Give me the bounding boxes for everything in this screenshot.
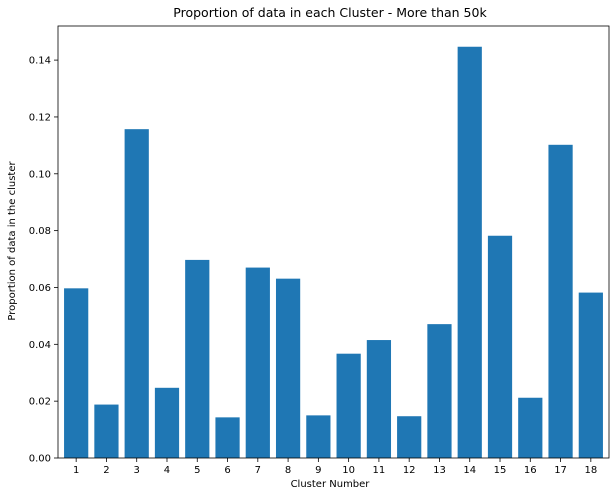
bar-14 (457, 46, 482, 458)
y-tick-label: 0.00 (29, 454, 51, 465)
bar-6 (215, 417, 240, 458)
x-tick-label: 4 (164, 465, 170, 476)
x-tick-label: 12 (403, 465, 416, 476)
y-tick-label: 0.14 (29, 56, 51, 67)
bar-13 (427, 324, 452, 458)
x-tick-label: 15 (494, 465, 507, 476)
bar-15 (487, 235, 513, 458)
y-axis-ticks: 0.00 0.02 0.04 0.06 0.08 0.10 0.12 0.14 (29, 56, 58, 465)
y-tick-label: 0.06 (29, 283, 51, 294)
y-tick-label: 0.10 (29, 169, 51, 180)
bar-2 (94, 404, 119, 458)
chart-title: Proportion of data in each Cluster - Mor… (173, 5, 487, 20)
bar-9 (306, 415, 331, 458)
bar-7 (245, 267, 270, 458)
x-tick-label: 17 (554, 465, 567, 476)
bar-16 (518, 397, 543, 458)
bar-1 (64, 288, 89, 458)
x-tick-label: 5 (194, 465, 200, 476)
x-tick-label: 2 (103, 465, 109, 476)
x-tick-label: 8 (285, 465, 291, 476)
y-axis-label: Proportion of data in the cluster (7, 161, 18, 321)
bar-10 (336, 353, 361, 458)
x-tick-label: 14 (463, 465, 476, 476)
y-tick-label: 0.12 (29, 112, 51, 123)
y-tick-label: 0.08 (29, 226, 51, 237)
bar-11 (366, 340, 392, 458)
x-tick-label: 3 (134, 465, 140, 476)
y-tick-label: 0.04 (29, 340, 51, 351)
bar-4 (154, 387, 180, 458)
x-tick-label: 11 (373, 465, 386, 476)
x-tick-label: 13 (433, 465, 446, 476)
bar-8 (275, 278, 301, 458)
x-axis-ticks: 1 2 3 4 5 6 7 8 9 10 11 12 13 14 15 16 17 18 (73, 458, 597, 476)
bar-5 (185, 259, 210, 458)
bar-3 (124, 129, 149, 458)
x-tick-label: 16 (524, 465, 537, 476)
bar-18 (578, 292, 603, 458)
x-tick-label: 10 (342, 465, 355, 476)
x-tick-label: 7 (255, 465, 261, 476)
y-tick-label: 0.02 (29, 397, 51, 408)
plot-frame (57, 25, 610, 459)
x-tick-label: 9 (315, 465, 321, 476)
x-tick-label: 6 (224, 465, 230, 476)
bar-17 (548, 144, 573, 459)
x-tick-label: 18 (584, 465, 597, 476)
x-axis-label: Cluster Number (291, 479, 371, 490)
x-tick-label: 1 (73, 465, 79, 476)
bar-12 (397, 416, 422, 458)
bars-group (64, 46, 603, 459)
